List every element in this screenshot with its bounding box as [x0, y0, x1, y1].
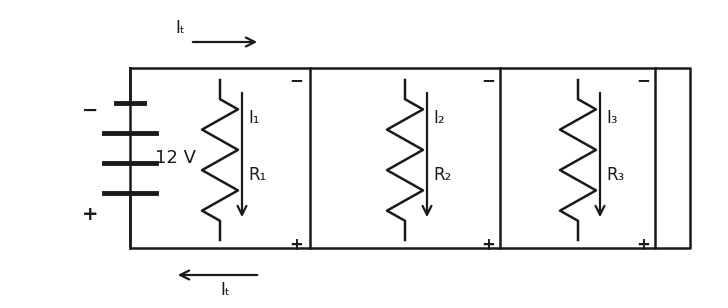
Text: R₂: R₂	[433, 166, 451, 184]
Text: −: −	[82, 100, 98, 120]
Text: +: +	[636, 236, 650, 254]
Text: −: −	[289, 71, 303, 89]
Text: −: −	[481, 71, 495, 89]
Text: −: −	[636, 71, 650, 89]
Text: +: +	[82, 205, 98, 225]
Text: I₁: I₁	[248, 109, 259, 127]
Text: 12 V: 12 V	[155, 149, 196, 167]
Text: R₃: R₃	[606, 166, 624, 184]
Text: +: +	[289, 236, 303, 254]
Text: +: +	[481, 236, 495, 254]
Text: I₂: I₂	[433, 109, 445, 127]
Text: Iₜ: Iₜ	[175, 19, 185, 37]
Text: I₃: I₃	[606, 109, 617, 127]
Text: R₁: R₁	[248, 166, 266, 184]
Text: Iₜ: Iₜ	[220, 281, 230, 299]
